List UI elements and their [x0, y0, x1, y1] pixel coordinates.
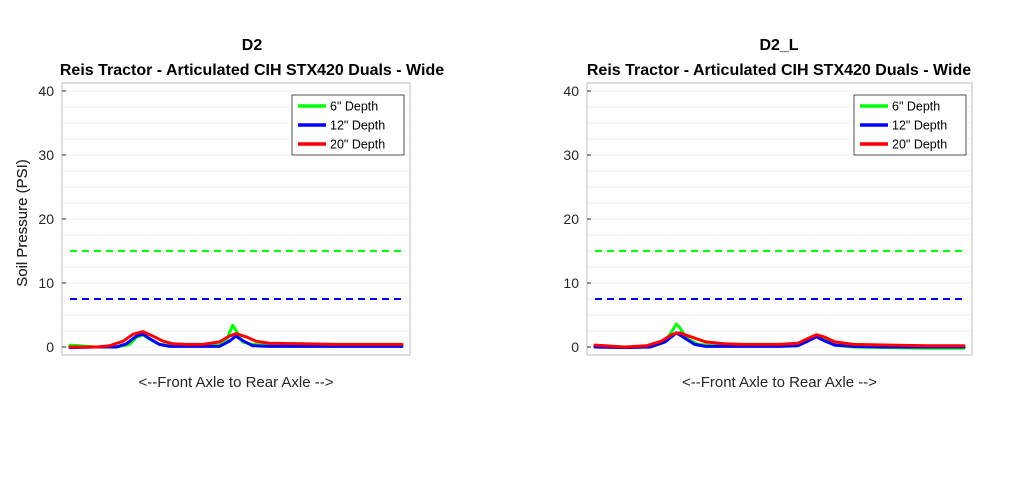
series-line — [593, 331, 966, 350]
y-axis-label: Soil Pressure (PSI) — [14, 159, 31, 287]
legend-label: 6" Depth — [330, 100, 378, 114]
legend-label: 20" Depth — [330, 138, 385, 152]
y-tick-label: 0 — [46, 339, 54, 355]
legend-label: 12" Depth — [330, 119, 385, 133]
x-axis-label: <--Front Axle to Rear Axle --> — [138, 374, 333, 391]
chart-title: D2 — [242, 37, 263, 54]
series-line — [593, 331, 966, 349]
y-tick-label: 10 — [563, 275, 579, 291]
y-tick-label: 30 — [563, 147, 579, 163]
series-line — [68, 330, 404, 349]
y-axis-label: Soil Pressure (PSI) — [14, 159, 31, 287]
series-line — [68, 332, 404, 350]
chart-title: D2_L — [759, 37, 798, 54]
y-tick-label: 0 — [571, 339, 579, 355]
y-tick-label: 30 — [38, 147, 54, 163]
y-tick-label: 40 — [38, 83, 54, 99]
y-tick-label: 20 — [38, 211, 54, 227]
legend-label: 6" Depth — [892, 100, 940, 114]
legend-label: 20" Depth — [892, 138, 947, 152]
x-axis-label: <--Front Axle to Rear Axle --> — [682, 374, 877, 391]
legend: 6" Depth 12" Depth 20" Depth — [291, 94, 405, 156]
chart-subtitle: Reis Tractor - Articulated CIH STX420 Du… — [587, 62, 971, 79]
chart-1: 0 10 20 30 40 D2 Reis Tractor - Articulated CI… — [14, 37, 444, 391]
y-tick-label: 40 — [563, 83, 579, 99]
legend: 6" Depth 12" Depth 20" Depth — [853, 94, 967, 156]
legend-label: 12" Depth — [892, 119, 947, 133]
chart-subtitle: Reis Tractor - Articulated CIH STX420 Du… — [60, 62, 444, 79]
chart-2: 0 10 20 30 40 D2_L Reis Tractor - Articulated … — [14, 37, 973, 391]
y-tick-label: 20 — [563, 211, 579, 227]
y-tick-label: 10 — [38, 275, 54, 291]
